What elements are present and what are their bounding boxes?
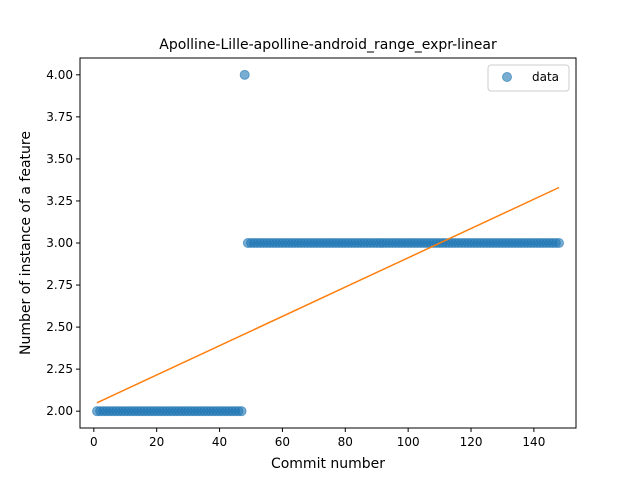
- x-tick-label: 120: [460, 435, 483, 449]
- y-tick-label: 3.25: [46, 194, 73, 208]
- y-tick-label: 4.00: [46, 68, 73, 82]
- legend-box: [487, 64, 570, 92]
- legend: data: [487, 64, 570, 92]
- y-tick-label: 2.00: [46, 404, 73, 418]
- y-tick-label: 3.75: [46, 110, 73, 124]
- y-tick-label: 3.00: [46, 236, 73, 250]
- data-point: [236, 406, 247, 417]
- data-point: [554, 238, 565, 248]
- y-axis: 2.00 2.25 2.50 2.75 3.00 3.25 3.50 3.75 4.00: [46, 68, 80, 418]
- x-tick-label: 20: [149, 435, 164, 449]
- y-tick-label: 2.25: [46, 362, 73, 376]
- legend-label-data: data: [532, 70, 559, 84]
- legend-marker-data: [502, 72, 512, 82]
- x-axis: 0 20 40 60 80 100 120 140: [90, 428, 545, 449]
- chart-title: Apolline-Lille-apolline-android_range_ex…: [159, 37, 497, 53]
- x-tick-label: 0: [90, 435, 98, 449]
- y-tick-label: 3.50: [46, 152, 73, 166]
- x-axis-label: Commit number: [271, 456, 385, 472]
- data-point: [239, 69, 250, 80]
- x-tick-label: 140: [522, 435, 545, 449]
- y-axis-label: Number of instance of a feature: [18, 131, 34, 355]
- linear-fit-line: [96, 186, 560, 404]
- x-tick-label: 40: [212, 435, 227, 449]
- y-tick-label: 2.75: [46, 278, 73, 292]
- plot-area: [91, 69, 565, 417]
- y-tick-label: 2.50: [46, 320, 73, 334]
- x-tick-label: 80: [338, 435, 353, 449]
- x-tick-label: 60: [275, 435, 290, 449]
- x-tick-label: 100: [397, 435, 420, 449]
